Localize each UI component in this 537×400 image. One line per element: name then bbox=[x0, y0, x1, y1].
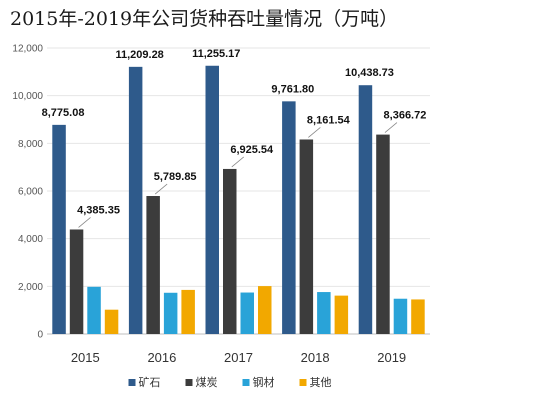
bar bbox=[104, 309, 119, 334]
leader-line bbox=[308, 127, 321, 138]
bar bbox=[376, 134, 390, 334]
bar bbox=[52, 124, 66, 334]
bar bbox=[258, 286, 272, 334]
x-tick-label: 2015 bbox=[71, 350, 100, 365]
y-tick-label: 6,000 bbox=[18, 187, 43, 198]
legend-label: 煤炭 bbox=[196, 376, 218, 389]
data-labels: 8,775.08 4,385.35 11,209.28 5,789.85 11,255.… bbox=[42, 48, 427, 228]
y-tick-label: 10,000 bbox=[12, 91, 43, 102]
data-label: 10,438.73 bbox=[345, 67, 394, 79]
bar bbox=[223, 168, 237, 334]
y-tick-label: 4,000 bbox=[18, 234, 43, 245]
bar bbox=[282, 101, 296, 334]
bar bbox=[69, 229, 84, 334]
x-tick-label: 2019 bbox=[377, 350, 406, 365]
legend-swatch bbox=[242, 379, 250, 386]
legend: 矿石 煤炭 钢材 其他 bbox=[128, 375, 332, 389]
legend-swatch bbox=[128, 379, 136, 386]
bar bbox=[299, 139, 314, 334]
legend-swatch bbox=[299, 379, 307, 386]
data-label: 11,209.28 bbox=[115, 49, 163, 61]
leader-line bbox=[384, 122, 398, 133]
y-tick-label: 8,000 bbox=[18, 139, 43, 150]
bar bbox=[317, 292, 331, 334]
bar bbox=[87, 286, 101, 334]
bar bbox=[240, 292, 254, 334]
legend-label: 矿石 bbox=[139, 376, 161, 389]
y-tick-label: 12,000 bbox=[12, 44, 43, 55]
x-axis: 2015 2016 2017 2018 2019 bbox=[71, 350, 406, 365]
bar bbox=[393, 298, 408, 334]
bar bbox=[205, 65, 219, 335]
bar bbox=[334, 295, 349, 334]
bars bbox=[52, 65, 425, 335]
bar bbox=[358, 85, 373, 334]
bar bbox=[181, 289, 195, 334]
leader-line bbox=[231, 156, 245, 168]
data-label: 8,161.54 bbox=[307, 114, 351, 126]
chart-title: 2015年-2019年公司货种吞吐量情况（万吨） bbox=[10, 8, 399, 30]
leader-line bbox=[78, 217, 91, 228]
y-tick-label: 2,000 bbox=[18, 282, 43, 293]
bar bbox=[146, 196, 160, 334]
x-tick-label: 2018 bbox=[301, 350, 330, 365]
data-label: 8,366.72 bbox=[384, 110, 427, 122]
y-tick-label: 0 bbox=[37, 330, 43, 341]
data-label: 8,775.08 bbox=[42, 107, 85, 119]
legend-label: 其他 bbox=[310, 376, 332, 389]
data-label: 6,925.54 bbox=[230, 144, 274, 156]
bar bbox=[163, 292, 178, 334]
legend-label: 钢材 bbox=[253, 375, 275, 389]
data-label: 9,761.80 bbox=[271, 83, 314, 95]
data-label: 11,255.17 bbox=[192, 48, 240, 60]
data-label: 5,789.85 bbox=[154, 171, 197, 183]
bar bbox=[128, 66, 143, 334]
leader-line bbox=[154, 183, 168, 195]
bar bbox=[411, 299, 425, 334]
data-label: 4,385.35 bbox=[77, 204, 120, 216]
gridlines bbox=[47, 47, 430, 335]
x-tick-label: 2017 bbox=[224, 350, 253, 365]
x-tick-label: 2016 bbox=[147, 350, 176, 365]
legend-swatch bbox=[185, 379, 193, 386]
y-axis: 0 2,000 4,000 6,000 8,000 10,000 12,000 bbox=[12, 44, 43, 341]
